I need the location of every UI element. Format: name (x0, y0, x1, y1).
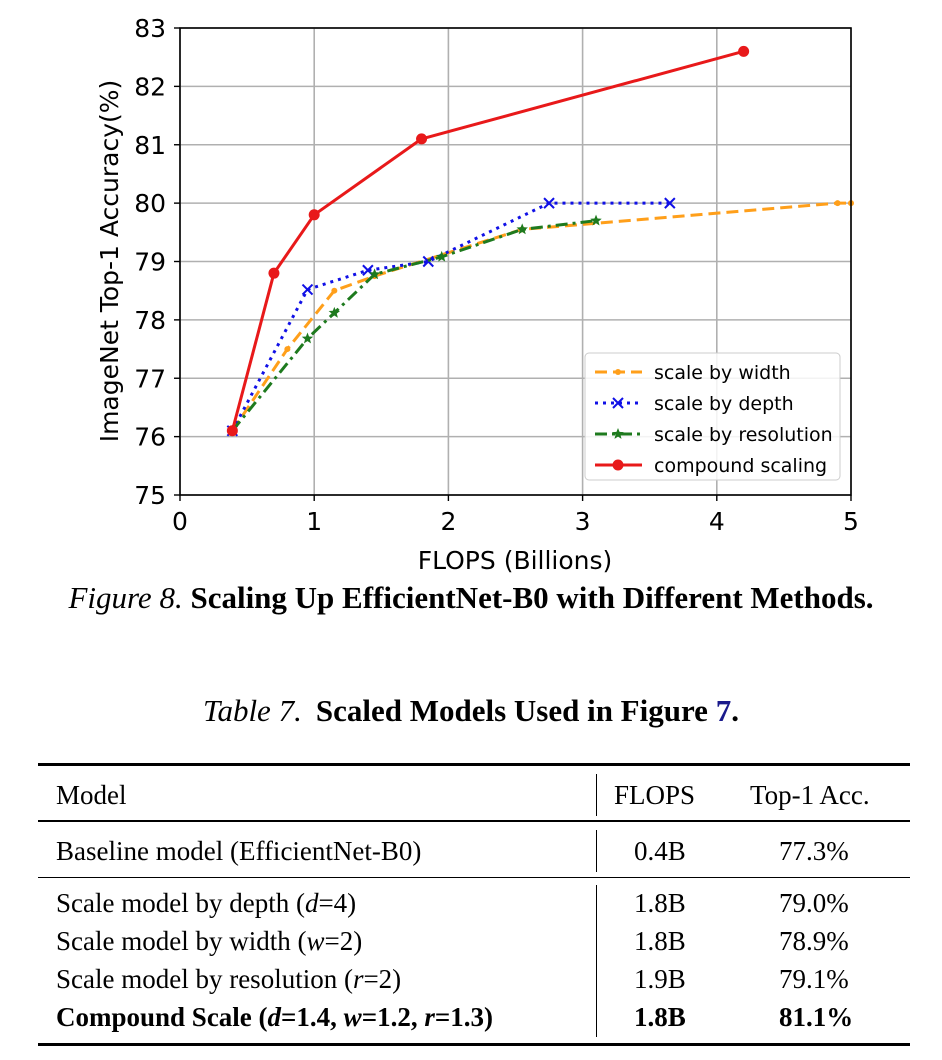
x-tick-label: 1 (306, 507, 322, 536)
compound-flops: 1.8B (634, 1002, 686, 1032)
compound-row: Compound Scale (d=1.4, w=1.2, r=1.3) (56, 1002, 493, 1032)
data-point (301, 283, 314, 296)
y-tick-label: 81 (134, 131, 166, 160)
table-caption-end: . (731, 693, 739, 728)
y-tick-label: 82 (134, 72, 166, 101)
axis-ticks: 0 1 2 3 4 5 75 76 77 78 79 80 81 82 83 (134, 14, 859, 536)
figure-caption: Figure 8. Scaling Up EfficientNet-B0 wit… (0, 580, 942, 616)
header-flops: FLOPS (614, 780, 696, 810)
row-acc: 78.9% (779, 926, 849, 956)
legend-label: compound scaling (654, 455, 827, 477)
data-point (226, 425, 238, 437)
legend-label: scale by depth (654, 393, 794, 415)
y-tick-label: 80 (134, 189, 166, 218)
table-caption-title: Scaled Models Used in Figure (315, 693, 708, 728)
x-tick-label: 0 (172, 507, 188, 536)
y-tick-label: 83 (134, 14, 166, 43)
series-compound-scaling (226, 45, 750, 437)
data-point (308, 209, 320, 221)
data-point (615, 369, 621, 375)
data-point (738, 45, 750, 57)
legend-label: scale by width (654, 362, 791, 384)
data-point (435, 250, 448, 262)
column-separator (596, 774, 597, 816)
data-point (834, 200, 841, 207)
data-point (268, 267, 280, 279)
column-separator (596, 830, 597, 872)
header-model: Model (56, 780, 127, 810)
legend-item: scale by depth (595, 393, 794, 415)
section-rule (38, 877, 910, 878)
legend-item: compound scaling (595, 455, 827, 477)
legend-item: scale by width (595, 362, 791, 384)
data-point (301, 332, 314, 344)
y-axis-label: ImageNet Top-1 Accuracy(%) (95, 80, 124, 443)
y-tick-label: 78 (134, 306, 166, 335)
data-point (284, 346, 291, 353)
data-point (543, 197, 555, 209)
data-point (612, 428, 624, 439)
table-caption-label: Table 7. (203, 693, 302, 728)
data-point (590, 214, 602, 226)
y-tick-label: 77 (134, 364, 166, 393)
chart-legend: scale by width scale by depth scale by res… (584, 352, 841, 481)
row-flops: 1.8B (634, 926, 686, 956)
data-point (416, 133, 428, 145)
data-point (368, 268, 381, 280)
y-tick-label: 79 (134, 248, 166, 277)
series-scale-by-resolution (226, 214, 602, 436)
x-tick-label: 2 (440, 507, 456, 536)
table-top-rule (38, 763, 910, 766)
header-rule (38, 820, 910, 822)
row-flops: 1.9B (634, 964, 686, 994)
header-acc: Top-1 Acc. (750, 780, 870, 810)
legend-item: scale by resolution (595, 424, 833, 446)
x-tick-label: 4 (709, 507, 725, 536)
x-tick-label: 3 (575, 507, 591, 536)
y-tick-label: 76 (134, 423, 166, 452)
data-point (612, 459, 624, 471)
figure-reference-link[interactable]: 7 (715, 693, 732, 728)
figure-caption-label: Figure 8. (68, 580, 183, 615)
x-axis-label: FLOPS (Billions) (418, 546, 613, 575)
data-point (331, 287, 338, 294)
table-caption: Table 7. Scaled Models Used in Figure 7. (0, 693, 942, 729)
row-flops: 1.8B (634, 888, 686, 918)
figure-caption-title: Scaling Up EfficientNet-B0 with Differen… (190, 580, 874, 615)
table-row: Scale model by resolution (r=2) (56, 964, 402, 994)
data-point (612, 397, 624, 409)
scaling-chart: 0 1 2 3 4 5 75 76 77 78 79 80 81 82 83 FLOPS (Billions… (95, 14, 859, 575)
baseline-acc: 77.3% (779, 836, 849, 866)
table-bottom-rule (38, 1043, 910, 1046)
baseline-model: Baseline model (EfficientNet-B0) (56, 836, 422, 866)
table-row: Scale model by depth (d=4) (56, 888, 357, 918)
x-tick-label: 5 (843, 507, 859, 536)
row-acc: 79.1% (779, 964, 849, 994)
baseline-flops: 0.4B (634, 836, 686, 866)
table-row: Scale model by width (w=2) (56, 926, 363, 956)
y-tick-label: 75 (134, 481, 166, 510)
data-point (664, 197, 676, 209)
data-point (516, 223, 528, 235)
column-separator (596, 885, 597, 1037)
compound-acc: 81.1% (779, 1002, 854, 1032)
legend-label: scale by resolution (654, 424, 833, 446)
row-acc: 79.0% (779, 888, 849, 918)
data-point (328, 306, 341, 318)
series-layer (226, 45, 854, 437)
